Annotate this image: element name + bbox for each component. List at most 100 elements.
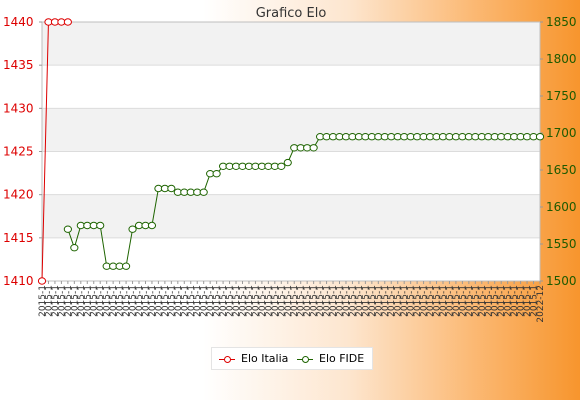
x-tick-label: 2015-1 bbox=[336, 285, 346, 317]
legend-item-elo-italia: Elo Italia bbox=[219, 352, 288, 365]
data-point bbox=[37, 277, 47, 285]
x-tick-label: 2015-1 bbox=[329, 285, 339, 317]
x-tick-label: 2015-1 bbox=[271, 285, 281, 317]
x-tick-label: 2015-1 bbox=[407, 285, 417, 317]
x-tick-label: 2015-1 bbox=[310, 285, 320, 317]
x-tick-label: 2015-1 bbox=[433, 285, 443, 317]
x-tick-label: 2015-1 bbox=[38, 285, 48, 317]
x-tick-label: 2015-1 bbox=[484, 285, 494, 317]
x-tick-label: 2015-1 bbox=[471, 285, 481, 317]
x-tick-label: 2015-1 bbox=[154, 285, 164, 317]
x-tick-label: 2015-1 bbox=[387, 285, 397, 317]
x-tick-label: 2015-1 bbox=[342, 285, 352, 317]
series-group bbox=[37, 18, 545, 285]
x-tick-label: 2015-1 bbox=[361, 285, 371, 317]
x-tick-label: 2015-1 bbox=[116, 285, 126, 317]
right-tick-label: 1600 bbox=[546, 200, 577, 214]
x-tick-label: 2015-1 bbox=[426, 285, 436, 317]
left-tick-label: 1420 bbox=[3, 188, 34, 202]
right-tick-label: 1750 bbox=[546, 89, 577, 103]
x-tick-label: 2015-1 bbox=[478, 285, 488, 317]
x-tick-label: 2015-1 bbox=[400, 285, 410, 317]
left-tick-label: 1410 bbox=[3, 274, 34, 288]
x-tick-label: 2015-1 bbox=[465, 285, 475, 317]
left-axis-ticks: 1410 1415 1420 1425 1430 1435 1440 bbox=[3, 15, 42, 288]
plot-band bbox=[42, 65, 540, 109]
x-tick-label: 2015-1 bbox=[193, 285, 203, 317]
data-point bbox=[535, 133, 545, 141]
right-axis-ticks: 1500 1550 1600 1650 1700 1750 1800 1850 bbox=[540, 15, 577, 288]
x-tick-label: 2015-1 bbox=[523, 285, 533, 317]
x-tick-label: 2015-1 bbox=[148, 285, 158, 317]
left-tick-label: 1415 bbox=[3, 231, 34, 245]
x-tick-label: 2015-1 bbox=[96, 285, 106, 317]
plot-band bbox=[42, 22, 540, 66]
x-tick-label: 2015-1 bbox=[103, 285, 113, 317]
x-tick-label: 2015-1 bbox=[200, 285, 210, 317]
x-tick-label: 2015-1 bbox=[316, 285, 326, 317]
x-tick-label: 2015-1 bbox=[83, 285, 93, 317]
right-tick-label: 1550 bbox=[546, 237, 577, 251]
left-tick-label: 1430 bbox=[3, 101, 34, 115]
x-tick-label: 2015-1 bbox=[458, 285, 468, 317]
x-axis-ticks: 2015-12015-12015-12015-12015-12015-12015… bbox=[38, 281, 546, 323]
legend: Elo Italia Elo FIDE bbox=[211, 347, 373, 370]
legend-marker-elo-fide bbox=[297, 355, 313, 363]
x-tick-label: 2015-1 bbox=[122, 285, 132, 317]
x-tick-label: 2015-1 bbox=[167, 285, 177, 317]
data-point bbox=[96, 221, 105, 230]
x-tick-label: 2015-1 bbox=[251, 285, 261, 317]
left-tick-label: 1425 bbox=[3, 145, 34, 159]
x-tick-label: 2015-1 bbox=[297, 285, 307, 317]
data-point bbox=[212, 170, 221, 178]
x-tick-label: 2015-1 bbox=[161, 285, 171, 317]
x-tick-label: 2015-1 bbox=[129, 285, 139, 317]
x-tick-label: 2015-1 bbox=[445, 285, 455, 317]
x-tick-label: 2015-1 bbox=[277, 285, 287, 317]
x-tick-label: 2015-1 bbox=[348, 285, 358, 317]
x-tick-label: 2015-1 bbox=[517, 285, 527, 317]
x-tick-label: 2015-1 bbox=[439, 285, 449, 317]
legend-label-elo-fide: Elo FIDE bbox=[319, 352, 365, 365]
x-tick-label: 2015-1 bbox=[504, 285, 514, 317]
data-point bbox=[128, 225, 137, 233]
data-point bbox=[283, 158, 292, 167]
legend-item-elo-fide: Elo FIDE bbox=[297, 352, 364, 365]
x-tick-label: 2015-1 bbox=[258, 285, 268, 317]
x-tick-label: 2015-1 bbox=[77, 285, 87, 317]
right-tick-label: 1650 bbox=[546, 163, 577, 177]
left-tick-label: 1440 bbox=[3, 15, 34, 29]
x-tick-label: 2015-1 bbox=[510, 285, 520, 317]
x-tick-label: 2015-1 bbox=[180, 285, 190, 317]
x-tick-label: 2015-1 bbox=[530, 285, 540, 317]
x-tick-label: 2015-1 bbox=[213, 285, 223, 317]
data-point bbox=[199, 188, 208, 196]
right-tick-label: 1850 bbox=[546, 15, 577, 29]
x-tick-label: 2015-1 bbox=[452, 285, 462, 317]
chart-title: Grafico Elo bbox=[256, 6, 327, 21]
right-tick-label: 1800 bbox=[546, 52, 577, 66]
data-point bbox=[147, 221, 157, 230]
x-tick-label: 2015-1 bbox=[374, 285, 384, 317]
x-tick-label: 2015-1 bbox=[394, 285, 404, 317]
x-tick-label: 2015-1 bbox=[497, 285, 507, 317]
x-tick-label: 2015-1 bbox=[284, 285, 294, 317]
x-tick-label: 2015-1 bbox=[219, 285, 229, 317]
x-tick-label: 2015-1 bbox=[355, 285, 365, 317]
data-point bbox=[277, 162, 286, 171]
x-tick-label: 2015-1 bbox=[290, 285, 300, 317]
x-tick-label: 2015-1 bbox=[420, 285, 430, 317]
x-tick-label: 2015-1 bbox=[238, 285, 248, 317]
x-tick-label: 2015-1 bbox=[70, 285, 80, 317]
x-tick-label: 2015-1 bbox=[491, 285, 501, 317]
data-point bbox=[167, 184, 176, 193]
x-tick-label: 2015-1 bbox=[135, 285, 145, 317]
plot-band bbox=[42, 151, 540, 195]
x-tick-label: 2015-1 bbox=[368, 285, 378, 317]
plot-bands bbox=[42, 22, 540, 281]
data-point bbox=[70, 244, 79, 252]
left-tick-label: 1435 bbox=[3, 58, 34, 72]
x-tick-label: 2015-1 bbox=[264, 285, 274, 317]
